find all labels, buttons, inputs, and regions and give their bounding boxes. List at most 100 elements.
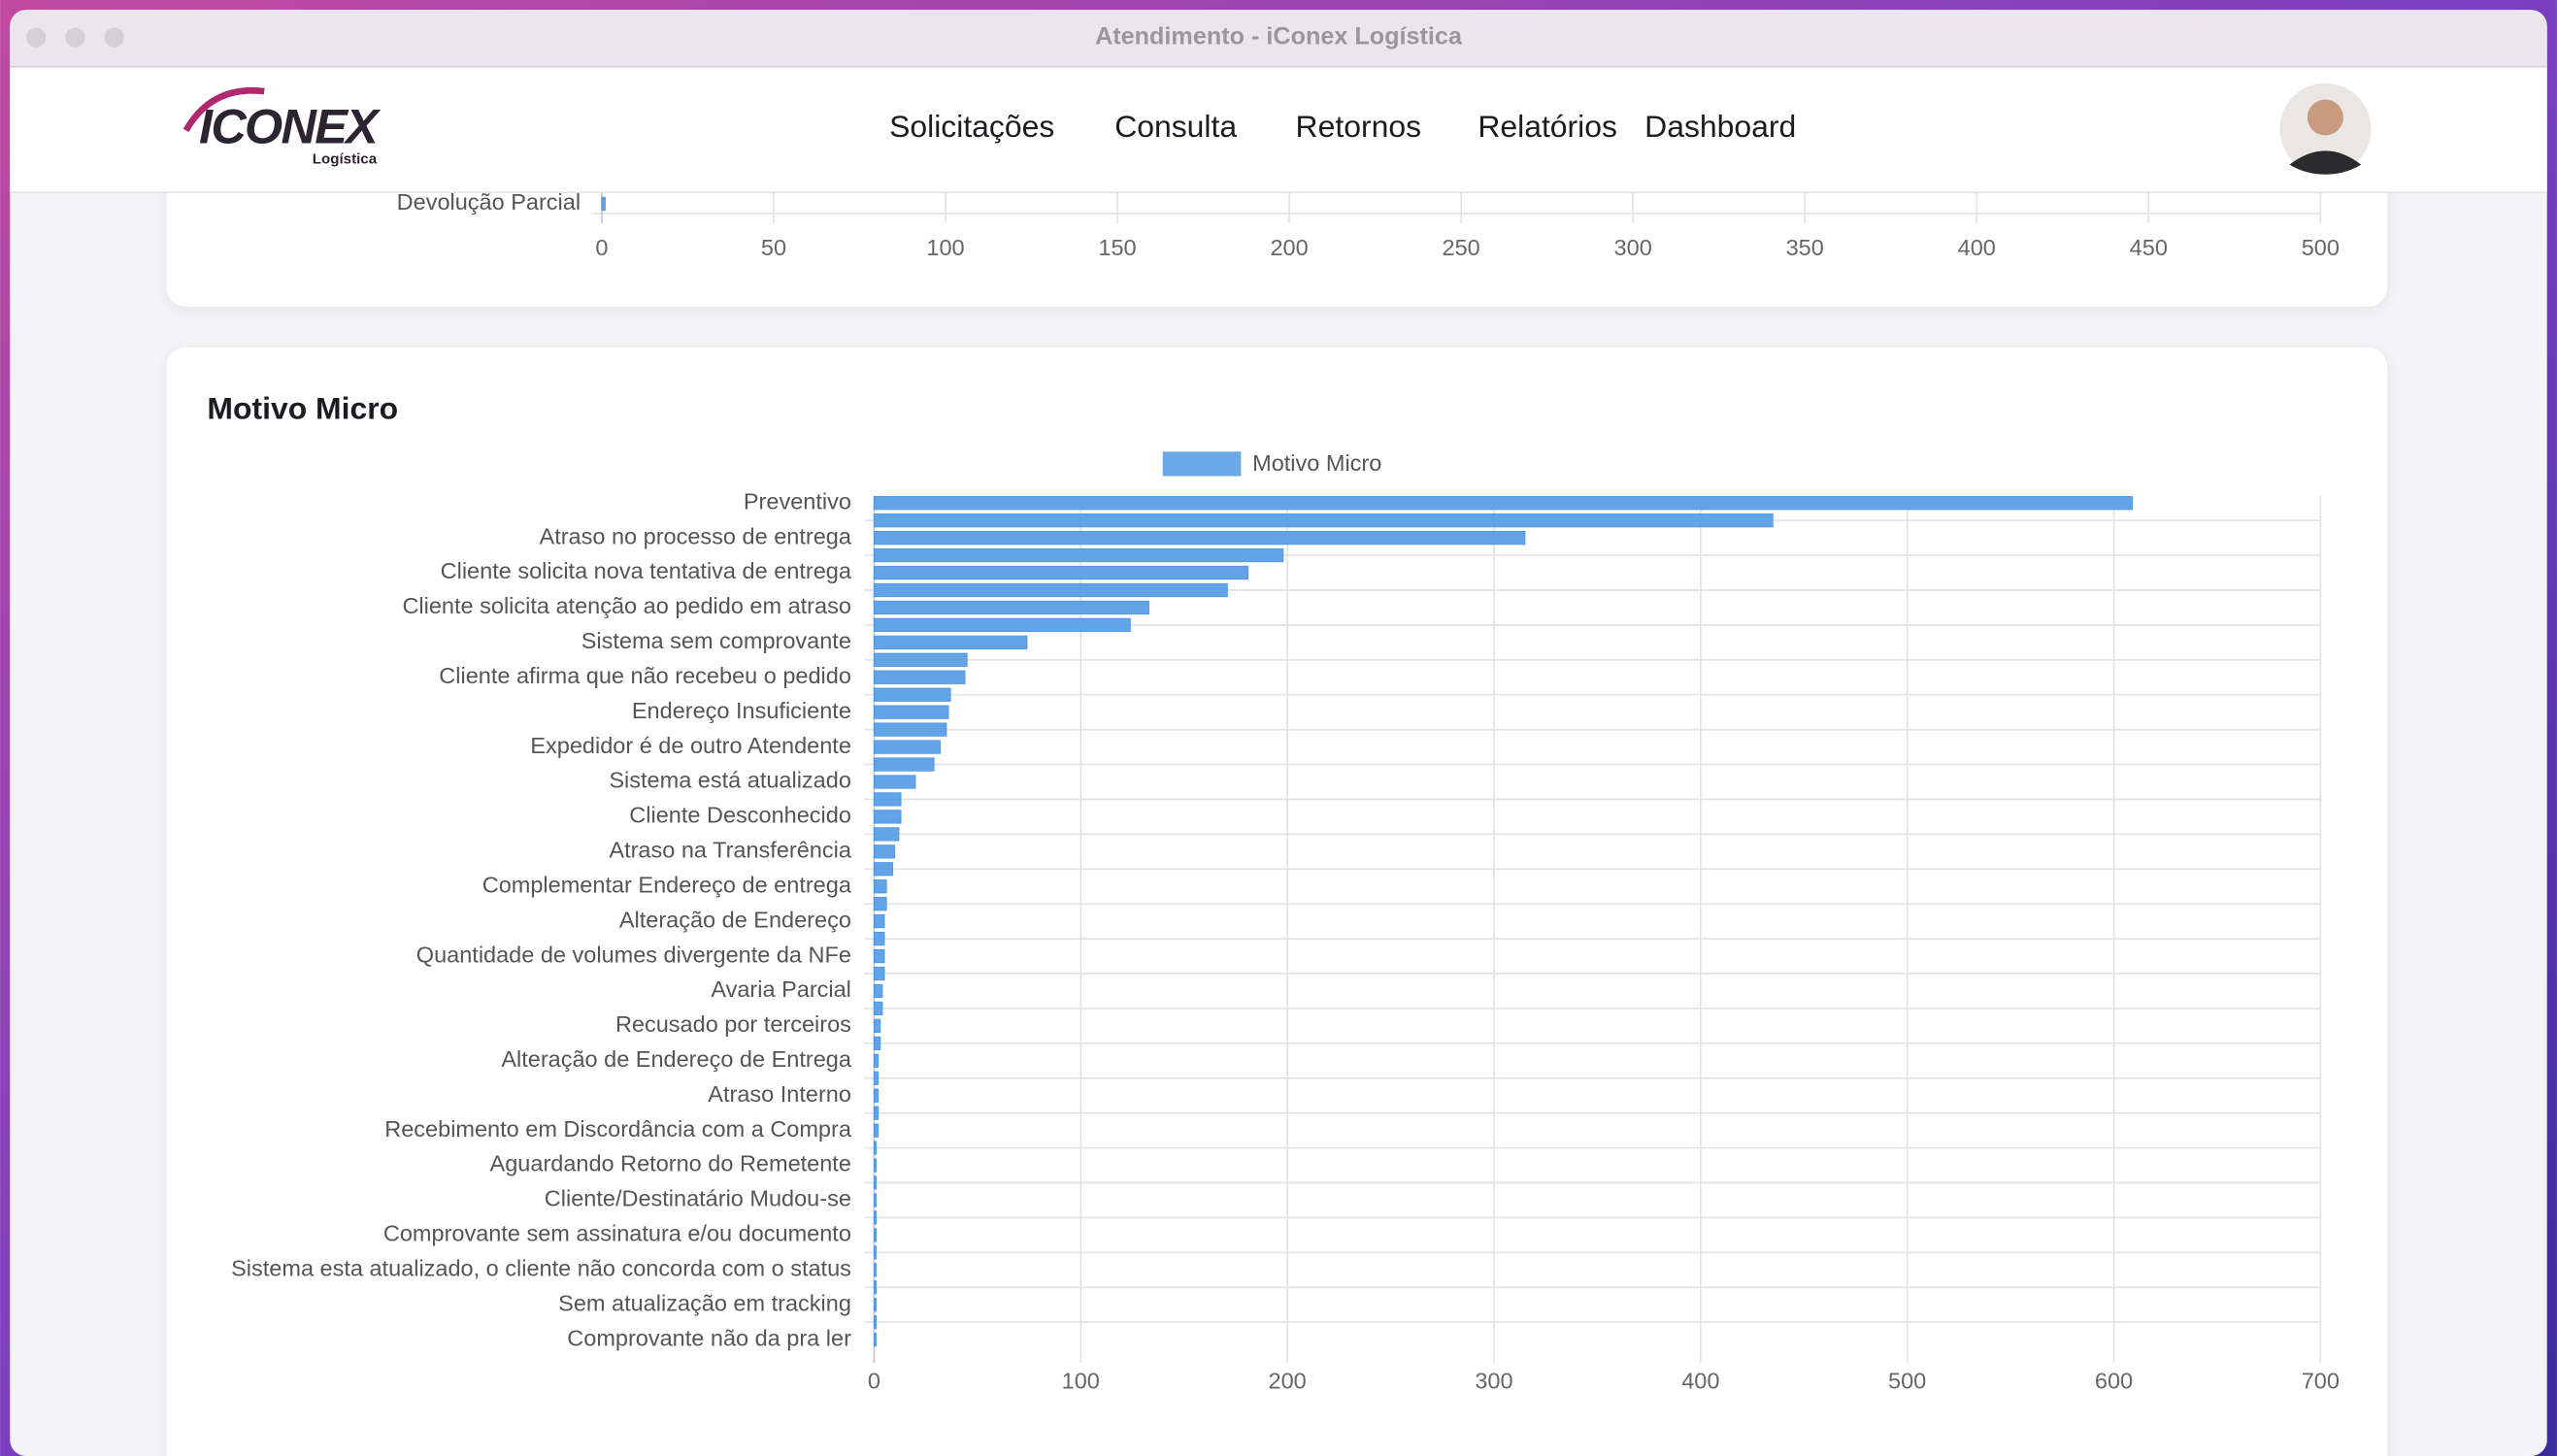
bar — [874, 792, 902, 807]
y-tick-label: Sem atualização em tracking — [558, 1290, 851, 1315]
zoom-button[interactable] — [104, 27, 124, 48]
legend-label: Motivo Micro — [1252, 450, 1381, 476]
bar — [874, 705, 949, 719]
bar — [874, 1298, 877, 1312]
bar — [874, 879, 887, 894]
y-tick-label: Preventivo — [744, 488, 851, 513]
bar — [874, 966, 885, 981]
bar — [874, 1001, 883, 1016]
minimize-button[interactable] — [65, 27, 85, 48]
bar — [874, 862, 894, 877]
bar — [874, 1280, 877, 1295]
header: ICONEX Logística Solicitações Consulta Ret… — [10, 66, 2547, 194]
bar — [874, 600, 1149, 615]
bar — [874, 1018, 881, 1034]
bar — [874, 1228, 877, 1242]
y-tick-label: Cliente/Destinatário Mudou-se — [545, 1186, 851, 1211]
nav-link[interactable]: Solicitações — [889, 109, 1054, 144]
bar — [874, 1071, 880, 1085]
bar — [874, 722, 947, 737]
bar — [874, 565, 1249, 580]
nav-link[interactable]: Relatórios — [1478, 109, 1617, 144]
y-tick-label: Recebimento em Discordância com a Compra — [384, 1116, 852, 1142]
x-tick-label: 300 — [1614, 235, 1652, 260]
nav-link[interactable]: Dashboard — [1644, 109, 1796, 144]
bar — [874, 1245, 877, 1260]
navbar — [10, 66, 2547, 193]
bar — [874, 931, 885, 946]
bar — [874, 827, 900, 842]
y-tick-label: Endereço Insuficiente — [632, 698, 851, 723]
avatar-body — [2289, 150, 2362, 175]
x-tick-label: 200 — [1270, 235, 1308, 260]
x-tick-label: 700 — [2302, 1369, 2340, 1394]
bar — [874, 775, 916, 789]
y-tick-label: Sistema esta atualizado, o cliente não c… — [231, 1255, 851, 1280]
bar — [874, 914, 885, 929]
bar — [874, 513, 1774, 528]
nav: Solicitações Consulta Retornos Relatórios Da… — [889, 109, 1796, 144]
bar — [874, 1088, 880, 1103]
y-tick-label: Sistema está atualizado — [609, 768, 851, 793]
nav-link[interactable]: Retornos — [1296, 109, 1421, 144]
x-tick-label: 500 — [1888, 1369, 1926, 1394]
avatar-face — [2307, 99, 2343, 136]
x-tick-label: 200 — [1269, 1369, 1307, 1394]
y-tick-label: Alteração de Endereço de Entrega — [501, 1046, 852, 1072]
bar — [874, 635, 1028, 649]
bar — [874, 670, 966, 684]
nav-link[interactable]: Consulta — [1114, 109, 1237, 144]
x-tick-label: 400 — [1681, 1369, 1719, 1394]
y-tick-label: Cliente solicita nova tentativa de entre… — [441, 558, 852, 583]
y-tick-label: Atraso na Transferência — [609, 838, 851, 863]
bar — [874, 740, 941, 754]
y-tick-label: Avaria Parcial — [711, 976, 851, 1002]
y-tick-label: Cliente Desconhecido — [629, 803, 851, 828]
bar — [874, 617, 1131, 633]
bar — [874, 1315, 877, 1330]
close-button[interactable] — [25, 27, 47, 48]
y-tick-label: Alteração de Endereço — [619, 907, 851, 932]
bar — [601, 196, 606, 212]
x-tick-label: 250 — [1443, 235, 1480, 260]
legend-swatch — [1162, 451, 1242, 477]
window-title: Atendimento - iConex Logística — [1095, 22, 1463, 50]
bar — [874, 948, 885, 964]
bar — [874, 1263, 877, 1277]
chart-title: Motivo Micro — [207, 391, 398, 426]
y-tick-label: Expedidor é de outro Atendente — [530, 733, 851, 758]
bar — [874, 1053, 880, 1068]
logo-tagline: Logística — [313, 151, 378, 168]
bar — [874, 844, 896, 859]
y-tick-label: Cliente solicita atenção ao pedido em at… — [402, 593, 850, 618]
bar — [874, 897, 887, 911]
bar — [874, 1210, 877, 1225]
bar — [874, 530, 1526, 546]
y-tick-label: Atraso no processo de entrega — [540, 523, 852, 548]
y-tick-label: Atraso Interno — [708, 1081, 851, 1107]
bar — [874, 496, 2134, 511]
y-tick-label: Cliente afirma que não recebeu o pedido — [439, 663, 851, 688]
bar — [874, 1332, 877, 1347]
bar — [874, 1123, 880, 1138]
bar — [874, 757, 935, 772]
x-tick-label: 100 — [926, 235, 964, 260]
x-tick-label: 150 — [1098, 235, 1136, 260]
logo-name: ICONEX — [199, 99, 382, 154]
x-tick-label: 100 — [1062, 1369, 1100, 1394]
x-tick-label: 300 — [1475, 1369, 1512, 1394]
y-tick-label: Aguardando Retorno do Remetente — [490, 1151, 851, 1176]
y-tick-label: Comprovante não da pra ler — [567, 1325, 851, 1350]
y-tick-label: Sistema sem comprovante — [581, 628, 851, 653]
logo-swoosh — [183, 86, 265, 133]
x-tick-label: 400 — [1958, 235, 1996, 260]
bar — [874, 687, 951, 702]
bar — [874, 1141, 877, 1155]
y-tick-label: Complementar Endereço de entrega — [482, 872, 852, 897]
bar — [874, 810, 902, 824]
bar — [874, 1036, 881, 1050]
bar — [874, 652, 968, 667]
x-tick-label: 50 — [761, 235, 786, 260]
bar — [874, 983, 883, 999]
